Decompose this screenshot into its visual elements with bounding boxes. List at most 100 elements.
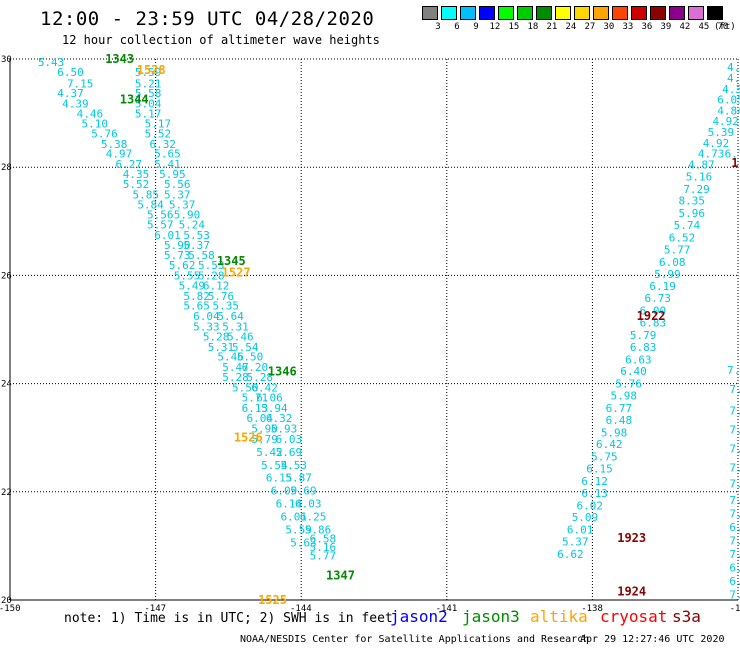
- wave-height-label: 5.53: [198, 259, 225, 272]
- color-scale-label: 24: [565, 22, 577, 32]
- wave-height-label: 5.86: [305, 524, 332, 537]
- y-tick-label: 24: [1, 380, 12, 390]
- wave-height-label: 5.58: [135, 87, 162, 100]
- wave-height-label: 6.01: [567, 524, 594, 537]
- color-scale-label: 3: [435, 22, 441, 32]
- wave-height-label: 7.8: [729, 494, 740, 507]
- wave-height-label: 6.73: [644, 292, 671, 305]
- wave-height-label: 6.83: [630, 341, 657, 354]
- wave-height-label: 4.91: [727, 61, 740, 74]
- wave-height-label: 7.6: [729, 443, 740, 456]
- wave-height-label: 4.37: [57, 87, 84, 100]
- wave-height-label: 7.: [729, 405, 740, 418]
- wave-height-label: 5.35: [213, 300, 240, 313]
- wave-height-label: 5.59: [135, 66, 162, 79]
- pass-time-label: 1347: [326, 569, 355, 583]
- wave-height-label: 5.79: [630, 329, 657, 342]
- wave-height-label: 5.50: [237, 351, 264, 364]
- x-tick-label: -150: [0, 604, 20, 614]
- wave-height-label: 5.33: [193, 320, 220, 333]
- chart-subtitle: 12 hour collection of altimeter wave hei…: [62, 33, 380, 47]
- wave-height-label: 6.02: [577, 499, 604, 512]
- footer-timestamp: Apr 29 12:27:46 UTC 2020: [580, 634, 725, 645]
- wave-height-label: 5.90: [251, 423, 278, 436]
- wave-height-label: 6.32: [149, 138, 176, 151]
- wave-height-label: 6.12: [203, 280, 230, 293]
- wave-height-label: 5.73: [164, 249, 191, 262]
- wave-height-label: 5.49: [179, 280, 206, 293]
- wave-height-label: 5.28: [247, 371, 274, 384]
- pass-time-label: 1526: [234, 431, 263, 445]
- y-tick-label: 28: [1, 163, 12, 173]
- wave-height-label: 6.32: [266, 412, 293, 425]
- wave-height-label: 5.76: [615, 378, 642, 391]
- wave-height-label: 7.56: [729, 548, 740, 561]
- wave-height-label: 7.52: [729, 534, 740, 547]
- wave-height-label: 6.00: [640, 305, 667, 318]
- wave-height-label: 6.15: [586, 463, 613, 476]
- wave-height-label: 6.71: [725, 148, 740, 161]
- x-tick-label: -144: [290, 604, 312, 614]
- color-scale-label: 27: [584, 22, 596, 32]
- wave-height-label: 5.09: [572, 511, 599, 524]
- color-swatch: [631, 6, 647, 20]
- color-swatch: [517, 6, 533, 20]
- wave-height-label: 5.55: [174, 269, 201, 282]
- wave-height-label: 6.01: [154, 229, 181, 242]
- wave-height-label: 4.46: [77, 108, 104, 121]
- chart-title: 12:00 - 23:59 UTC 04/28/2020: [40, 8, 375, 30]
- wave-height-label: 6.13: [242, 402, 269, 415]
- wave-height-label: 6.62: [557, 548, 584, 561]
- legend-item-jason2: jason2: [390, 607, 448, 626]
- wave-height-label: 7.80: [729, 589, 740, 602]
- wave-height-label: 5.46: [227, 331, 254, 344]
- wave-height-label: 5.43: [38, 56, 65, 69]
- wave-height-label: 5.54: [232, 341, 259, 354]
- wave-height-label: 6.50: [57, 66, 84, 79]
- color-swatch: [650, 6, 666, 20]
- wave-height-label: 7.1: [729, 478, 740, 491]
- wave-height-label: 7.: [729, 383, 740, 396]
- wave-height-label: 5.62: [169, 259, 196, 272]
- wave-height-label: 5.46: [217, 351, 244, 364]
- color-swatch: [479, 6, 495, 20]
- wave-height-label: 7.6: [729, 424, 740, 437]
- wave-height-label: 6.25: [300, 511, 327, 524]
- wave-height-label: 4.73: [698, 148, 725, 161]
- wave-height-label: 5.71: [242, 392, 269, 405]
- wave-height-label: 6.58: [310, 532, 337, 545]
- wave-height-label: 5.54: [261, 459, 288, 472]
- pass-time-label: 1: [731, 156, 738, 170]
- wave-height-label: 5.79: [251, 433, 278, 446]
- wave-height-label: 6.83: [640, 316, 667, 329]
- wave-height-label: 5.21: [135, 77, 162, 90]
- wave-height-label: 5.90: [174, 208, 201, 221]
- wave-height-label: 5.59: [285, 524, 312, 537]
- wave-height-label: 5.77: [664, 243, 691, 256]
- pass-time-label: 1345: [217, 254, 246, 268]
- wave-height-label: 6.03: [276, 433, 303, 446]
- wave-height-label: 6.14: [276, 498, 303, 511]
- pass-time-label: 1343: [105, 52, 134, 66]
- x-tick-label: -141: [436, 604, 458, 614]
- wave-height-label: 7.29: [683, 183, 710, 196]
- wave-height-label: 5.57: [147, 219, 174, 232]
- wave-height-label: 6.08: [659, 256, 686, 269]
- wave-height-label: 7.: [727, 364, 740, 377]
- wave-height-label: 5.77: [310, 550, 337, 563]
- wave-height-label: 4.35: [123, 168, 150, 181]
- color-scale-label: 70: [717, 22, 729, 32]
- wave-height-label: 5.24: [179, 219, 206, 232]
- wave-height-label: 6.78: [729, 575, 740, 588]
- legend-item-jason3: jason3: [462, 607, 520, 626]
- wave-height-label: 5.65: [183, 300, 210, 313]
- pass-time-label: 1344: [120, 93, 149, 107]
- wave-height-label: 5.76: [91, 128, 118, 141]
- pass-time-label: 1528: [137, 63, 166, 77]
- x-tick-label: -13: [730, 604, 740, 614]
- wave-height-label: 5.47: [222, 361, 249, 374]
- legend-item-s3a: s3a: [672, 607, 701, 626]
- wave-height-label: 7.5: [729, 461, 740, 474]
- wave-height-label: 5.52: [123, 178, 150, 191]
